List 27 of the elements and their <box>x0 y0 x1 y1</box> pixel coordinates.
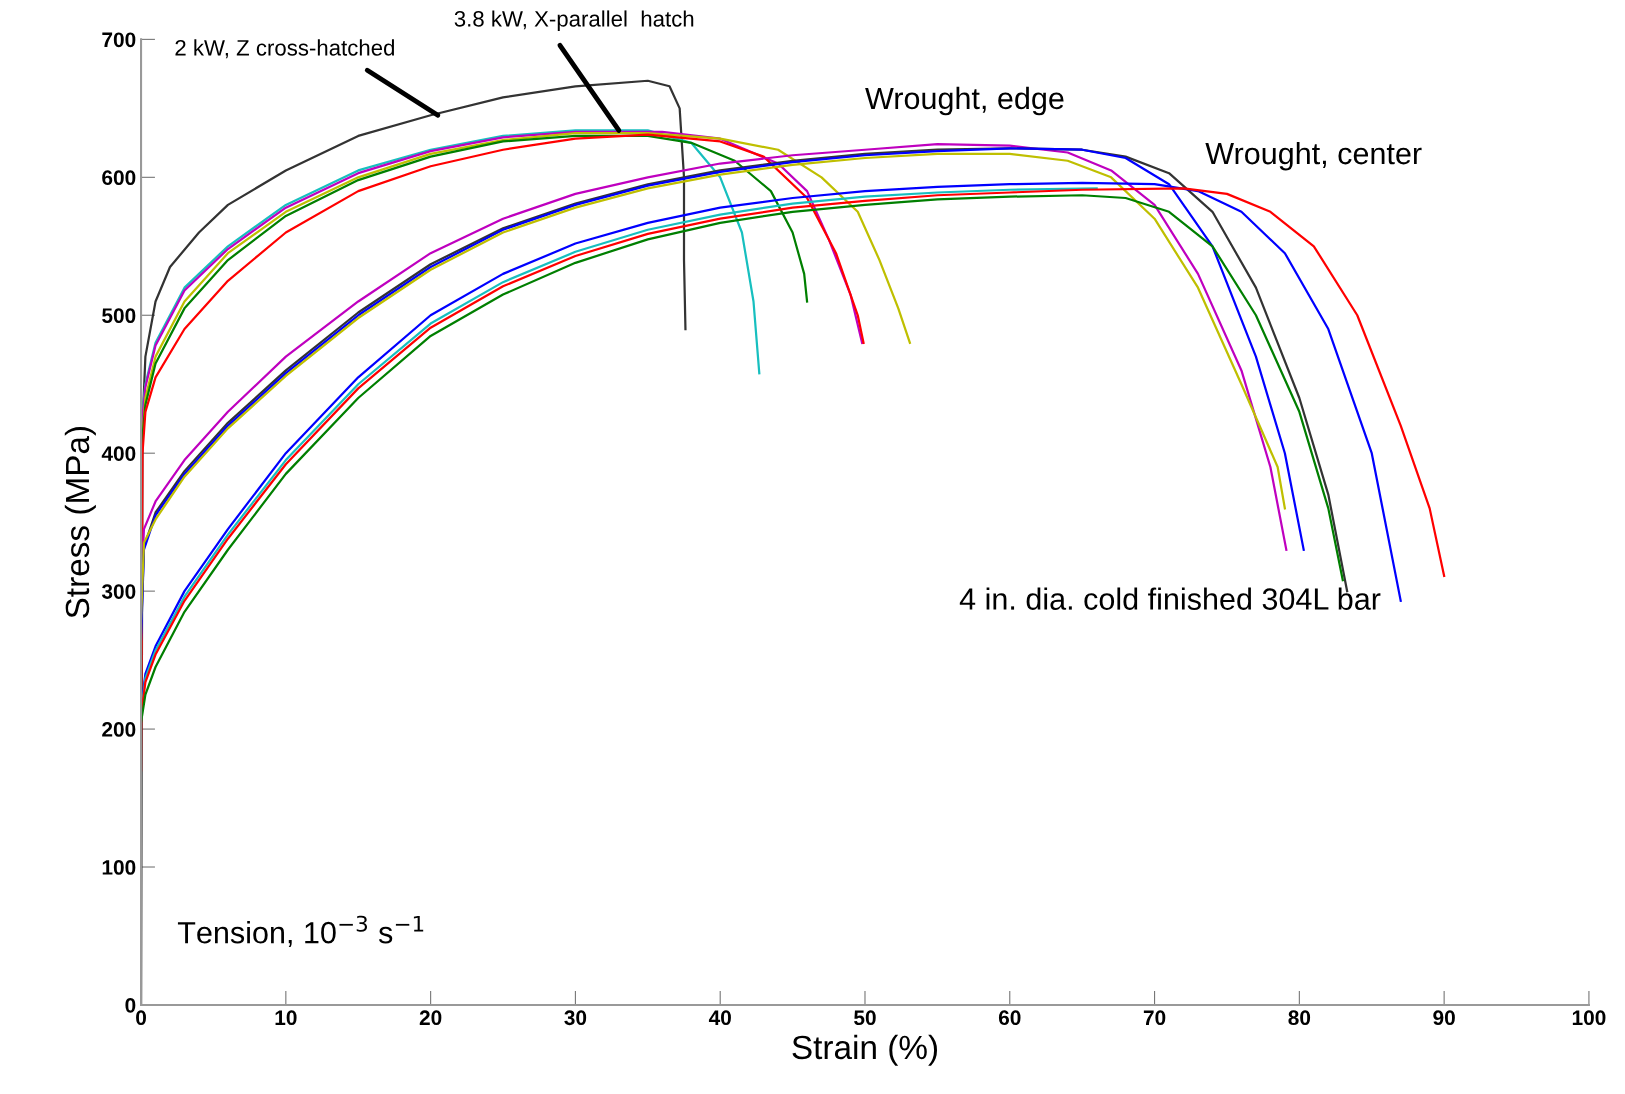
annotation: 2 kW, Z cross-hatched <box>175 39 394 59</box>
y-tick-label: 700 <box>102 32 136 48</box>
x-tick-label: 40 <box>708 1010 731 1026</box>
x-tick-label: 0 <box>136 1010 146 1026</box>
x-tick-label: 20 <box>419 1010 442 1026</box>
y-tick-label: 0 <box>125 997 136 1013</box>
annotation: 4 in. dia. cold finished 304L bar <box>959 587 1381 610</box>
annotation: Wrought, edge <box>865 86 1064 116</box>
x-tick-label: 10 <box>275 1010 297 1026</box>
x-tick-label: 100 <box>1572 1010 1606 1026</box>
y-tick-label: 400 <box>101 446 136 461</box>
x-tick-label: 90 <box>1433 1010 1455 1026</box>
y-tick-label: 300 <box>101 584 136 599</box>
x-tick-label: 50 <box>854 1010 876 1026</box>
x-tick-label: 80 <box>1288 1010 1311 1026</box>
y-axis-title: Stress (MPa) <box>64 427 96 618</box>
y-tick-label: 500 <box>102 308 136 324</box>
y-tick-label: 100 <box>102 860 136 875</box>
x-tick-label: 60 <box>998 1010 1021 1026</box>
annotation: Tension, 10$^{−3}$ s$^{−1}$ <box>177 915 424 948</box>
annotation: 3.8 kW, X-parallel hatch <box>454 10 694 32</box>
y-tick-label: 600 <box>102 170 136 186</box>
y-tick-label: 200 <box>102 722 136 737</box>
annotation: Wrought, center <box>1205 141 1422 171</box>
x-tick-label: 30 <box>564 1010 587 1026</box>
x-tick-label: 70 <box>1143 1010 1166 1026</box>
x-axis-title: Strain (%) <box>792 1034 938 1066</box>
